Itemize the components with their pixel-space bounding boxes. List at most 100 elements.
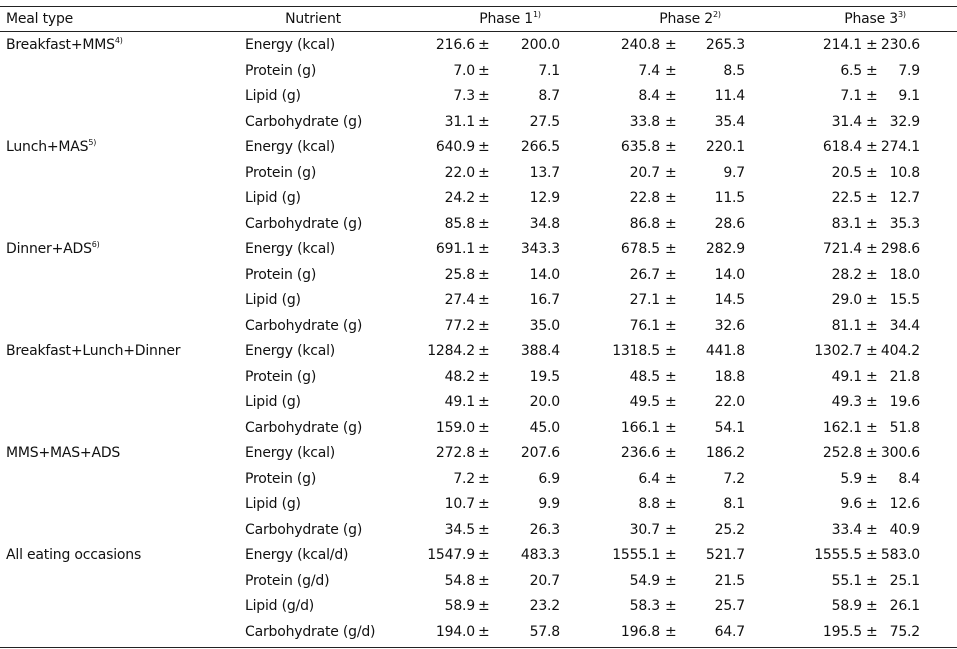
mean-value: 31.1 <box>444 113 476 130</box>
mean-value: 33.4 <box>831 521 863 538</box>
sd-value: 57.8 <box>529 623 561 640</box>
plus-minus: ± <box>478 572 490 589</box>
mean-value: 678.5 <box>620 241 660 257</box>
plus-minus: ± <box>866 547 878 563</box>
meal-type-label: Lunch+MAS <box>6 139 89 155</box>
header-rule <box>0 31 957 32</box>
mean-value: 58.3 <box>629 598 661 614</box>
plus-minus: ± <box>478 343 490 359</box>
plus-minus: ± <box>478 470 490 487</box>
plus-minus: ± <box>866 317 878 334</box>
column-header: Meal type <box>6 11 73 27</box>
mean-value: 8.4 <box>638 88 660 104</box>
plus-minus: ± <box>665 547 677 563</box>
plus-minus: ± <box>478 266 490 283</box>
mean-value: 1284.2 <box>427 343 475 359</box>
plus-minus: ± <box>866 521 878 538</box>
nutrient: Carbohydrate (g) <box>245 113 363 130</box>
plus-minus: ± <box>478 419 490 436</box>
sd-value: 20.7 <box>529 572 561 589</box>
sd-value: 16.7 <box>529 292 561 308</box>
sd-value: 26.1 <box>889 598 921 614</box>
sd-value: 21.5 <box>714 572 746 589</box>
sd-value: 35.4 <box>714 113 746 130</box>
mean-value: 162.1 <box>822 419 862 436</box>
sd-value: 11.4 <box>714 88 746 104</box>
sd-value: 220.1 <box>705 139 745 155</box>
mean-value: 48.2 <box>444 368 476 385</box>
mean-value: 81.1 <box>831 317 863 334</box>
mean-value: 54.8 <box>444 572 476 589</box>
column-header-label: Phase 1 <box>479 11 533 27</box>
plus-minus: ± <box>866 62 878 79</box>
sd-value: 9.1 <box>898 88 920 104</box>
plus-minus: ± <box>665 419 677 436</box>
meal-type-label: Dinner+ADS <box>6 241 92 257</box>
mean-value: 28.2 <box>831 266 863 283</box>
plus-minus: ± <box>866 572 878 589</box>
mean-value: 1302.7 <box>814 343 862 359</box>
plus-minus: ± <box>478 496 490 512</box>
sd-value: 8.7 <box>538 88 560 104</box>
mean-value: 6.4 <box>638 470 660 487</box>
nutrient: Lipid (g) <box>245 88 301 104</box>
plus-minus: ± <box>866 598 878 614</box>
plus-minus: ± <box>478 368 490 385</box>
plus-minus: ± <box>665 88 677 104</box>
mean-value: 635.8 <box>620 139 660 155</box>
plus-minus: ± <box>478 623 490 640</box>
mean-value: 83.1 <box>831 215 863 232</box>
mean-value: 240.8 <box>620 37 660 53</box>
plus-minus: ± <box>866 139 878 155</box>
sd-value: 14.5 <box>714 292 746 308</box>
mean-value: 214.1 <box>822 37 862 53</box>
sd-value: 26.3 <box>529 521 561 538</box>
plus-minus: ± <box>665 113 677 130</box>
mean-value: 85.8 <box>444 215 476 232</box>
plus-minus: ± <box>478 521 490 538</box>
nutrient: Protein (g) <box>245 62 317 79</box>
plus-minus: ± <box>866 394 878 410</box>
meal-type: MMS+MAS+ADS <box>6 445 120 461</box>
plus-minus: ± <box>665 62 677 79</box>
plus-minus: ± <box>665 266 677 283</box>
plus-minus: ± <box>665 139 677 155</box>
mean-value: 166.1 <box>620 419 660 436</box>
plus-minus: ± <box>866 266 878 283</box>
nutrient: Carbohydrate (g) <box>245 215 363 232</box>
sd-value: 34.8 <box>529 215 561 232</box>
sd-value: 32.6 <box>714 317 746 334</box>
plus-minus: ± <box>866 470 878 487</box>
mean-value: 49.3 <box>831 394 863 410</box>
mean-value: 31.4 <box>831 113 863 130</box>
sd-value: 28.6 <box>714 215 746 232</box>
sd-value: 583.0 <box>880 547 920 563</box>
sd-value: 19.6 <box>889 394 921 410</box>
mean-value: 58.9 <box>444 598 476 614</box>
mean-value: 27.1 <box>629 292 661 308</box>
mean-value: 9.6 <box>840 496 862 512</box>
mean-value: 216.6 <box>435 37 475 53</box>
mean-value: 6.5 <box>840 62 862 79</box>
mean-value: 77.2 <box>444 317 476 334</box>
nutrient: Lipid (g) <box>245 496 301 512</box>
mean-value: 49.5 <box>629 394 661 410</box>
mean-value: 1318.5 <box>612 343 660 359</box>
mean-value: 5.9 <box>840 470 862 487</box>
mean-value: 10.7 <box>444 496 476 512</box>
plus-minus: ± <box>478 317 490 334</box>
mean-value: 25.8 <box>444 266 476 283</box>
sd-value: 19.5 <box>529 368 561 385</box>
nutrient: Lipid (g/d) <box>245 598 315 614</box>
plus-minus: ± <box>665 445 677 461</box>
sd-value: 11.5 <box>714 190 746 206</box>
sd-value: 35.0 <box>529 317 561 334</box>
mean-value: 34.5 <box>444 521 476 538</box>
sd-value: 483.3 <box>520 547 560 563</box>
mean-value: 7.1 <box>840 88 862 104</box>
mean-value: 7.2 <box>453 470 475 487</box>
nutrient: Carbohydrate (g) <box>245 521 363 538</box>
plus-minus: ± <box>866 496 878 512</box>
meal-type-label: MMS+MAS+ADS <box>6 445 121 461</box>
sd-value: 64.7 <box>714 623 746 640</box>
